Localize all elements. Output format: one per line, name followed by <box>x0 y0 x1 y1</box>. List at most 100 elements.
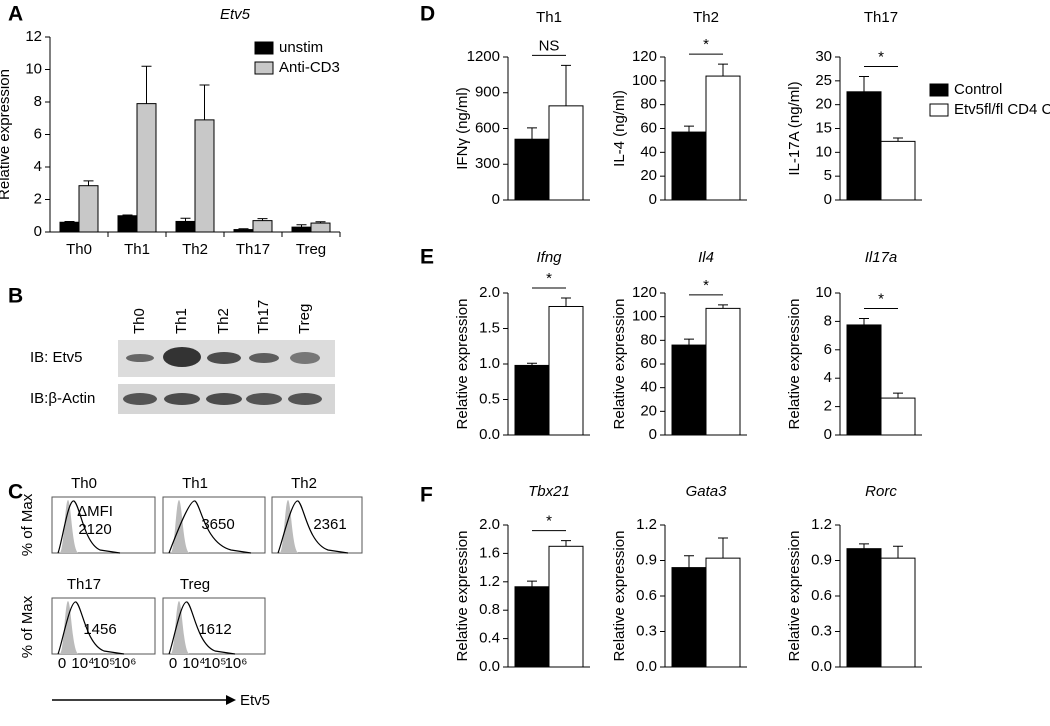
y-tick-label: 8 <box>34 93 42 110</box>
flow-title: Th2 <box>291 475 317 492</box>
chart-title: Tbx21 <box>528 483 570 500</box>
error-bar <box>718 537 728 559</box>
y-tick-label: 40 <box>640 143 657 160</box>
y-tick-label: 4 <box>824 369 832 386</box>
error-bar <box>684 125 694 133</box>
y-tick-label: 1.2 <box>811 516 832 533</box>
chart-title: Il17a <box>865 249 898 266</box>
bar <box>310 222 331 233</box>
y-axis-label: Relative expression <box>786 299 803 430</box>
bar <box>846 324 882 436</box>
x-tick-label: Th17 <box>236 241 270 258</box>
legend-swatch <box>929 83 949 97</box>
bar <box>233 229 254 233</box>
bar <box>194 119 215 233</box>
chart-title: Ifng <box>536 249 562 266</box>
y-tick-label: 5 <box>824 167 832 184</box>
chart-title: Rorc <box>865 483 897 500</box>
y-tick-label: 0.0 <box>636 658 657 675</box>
chart-title: Etv5 <box>220 6 251 23</box>
error-bar <box>199 84 210 120</box>
error-bar <box>684 338 694 346</box>
lane-label: Th1 <box>173 308 190 334</box>
mfi-label: ΔMFI <box>77 503 113 520</box>
error-bar <box>180 217 191 222</box>
y-tick-label: 0 <box>34 223 42 240</box>
y-tick-label: 40 <box>640 379 657 396</box>
x-tick-label: Treg <box>296 241 326 258</box>
error-bar <box>859 76 869 92</box>
panel-label: A <box>8 3 23 26</box>
y-axis-label: IL-4 (ng/ml) <box>611 90 628 167</box>
mfi-value: 1612 <box>198 621 231 638</box>
flow-x-tick-label: 10⁵ <box>93 655 116 672</box>
isotype-histogram <box>171 601 189 654</box>
bar <box>671 567 707 668</box>
y-axis-label: IL-17A (ng/ml) <box>786 81 803 175</box>
error-bar <box>122 214 133 216</box>
y-tick-label: 80 <box>640 96 657 113</box>
y-tick-label: 60 <box>640 355 657 372</box>
flow-frame <box>162 597 266 655</box>
flow-x-tick-label: 10⁶ <box>114 655 137 672</box>
flow-frame <box>51 597 156 655</box>
y-tick-label: 80 <box>640 331 657 348</box>
y-axis-label: Relative expression <box>454 531 471 662</box>
significance-label: * <box>878 49 884 66</box>
mfi-value: 2120 <box>78 521 111 538</box>
panel-label: B <box>8 285 23 308</box>
legend-label: Control <box>954 81 1002 98</box>
row-label: IB:β-Actin <box>30 390 95 407</box>
y-tick-label: 0 <box>649 426 657 443</box>
flow-y-label: % of Max <box>19 493 36 556</box>
isotype-histogram <box>60 500 78 553</box>
flow-y-label: % of Max <box>19 595 36 658</box>
flow-frame <box>162 496 266 554</box>
lane-label: Th17 <box>255 300 272 334</box>
error-bar <box>527 127 537 140</box>
error-bar <box>527 362 537 366</box>
y-tick-label: 0.3 <box>811 622 832 639</box>
y-tick-label: 0 <box>492 191 500 208</box>
bar <box>548 105 584 201</box>
panel-label: D <box>420 3 435 26</box>
y-tick-label: 25 <box>815 72 832 89</box>
bar <box>548 545 584 668</box>
y-axis-label: Relative expression <box>611 299 628 430</box>
flow-frame <box>51 496 156 554</box>
bar <box>59 221 80 233</box>
y-tick-label: 1.2 <box>636 516 657 533</box>
stain-histogram <box>277 500 349 554</box>
x-tick-label: Th2 <box>182 241 208 258</box>
bar <box>136 103 157 233</box>
y-tick-label: 0.9 <box>636 551 657 568</box>
mfi-value: 1456 <box>83 621 116 638</box>
legend-label: Etv5fl/fl CD4 Cre+ <box>954 101 1050 118</box>
lane-label: Th0 <box>131 308 148 334</box>
bar <box>175 220 196 233</box>
bar <box>252 220 273 233</box>
bar <box>514 364 550 436</box>
y-tick-label: 1200 <box>467 48 500 65</box>
significance-label: * <box>878 291 884 308</box>
x-tick-label: Th1 <box>124 241 150 258</box>
bar <box>671 344 707 436</box>
chart-title: Th1 <box>536 9 562 26</box>
x-tick-label: Th0 <box>66 241 92 258</box>
error-bar <box>561 64 571 106</box>
stain-histogram <box>168 601 236 655</box>
flow-x-label: Etv5 <box>240 692 270 709</box>
y-tick-label: 300 <box>475 155 500 172</box>
error-bar <box>561 297 571 307</box>
error-bar <box>718 304 728 309</box>
y-tick-label: 1.6 <box>479 544 500 561</box>
y-tick-label: 0.5 <box>479 390 500 407</box>
stain-histogram <box>168 500 252 554</box>
bar <box>705 307 741 436</box>
legend-swatch <box>929 103 949 117</box>
error-bar <box>718 63 728 77</box>
y-tick-label: 2 <box>824 398 832 415</box>
y-tick-label: 900 <box>475 84 500 101</box>
y-tick-label: 0.6 <box>811 587 832 604</box>
mfi-value: 2361 <box>313 516 346 533</box>
